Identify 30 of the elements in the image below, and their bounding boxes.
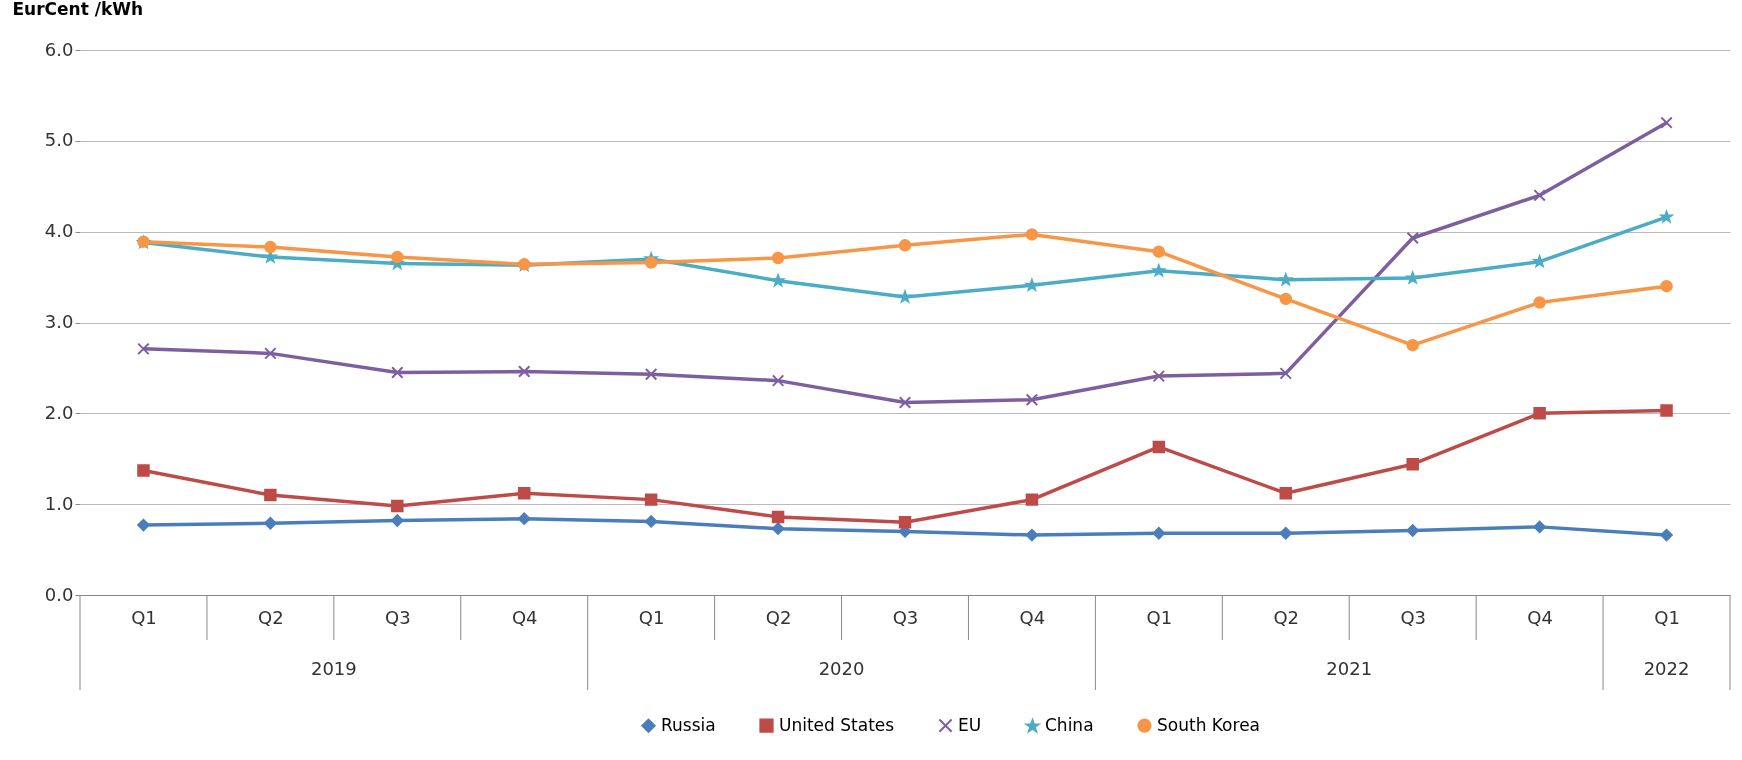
legend-label: EU [958,714,982,735]
x-tick-label: Q3 [385,606,411,628]
legend-label: Russia [661,714,716,735]
x-tick-label: Q4 [1019,606,1046,628]
y-tick-label: 0.0 [44,583,74,605]
x-tick-label: Q1 [131,606,157,628]
legend-label: China [1045,715,1094,736]
y-tick-label: 6.0 [44,38,74,60]
x-tick-label: Q2 [765,606,792,628]
text: 2022 [1643,658,1690,679]
x-tick-label: Q2 [1273,606,1300,628]
x-tick-label: Q1 [1654,606,1680,628]
y-tick-label: 3.0 [44,311,74,332]
y-tick-label: 1.0 [44,492,74,514]
x-tick-label: Q4 [511,606,538,628]
y-tick-label: 2.0 [44,401,74,423]
x-tick-label: Q3 [892,606,919,628]
y-axis-title: EurCent /kWh [12,0,144,19]
legend-label: United States [779,714,895,735]
legend-label: South Korea [1157,714,1261,735]
x-tick-label: Q4 [1527,606,1553,628]
text: 2020 [818,658,865,679]
text: 2021 [1326,658,1373,679]
text: 2019 [310,658,357,679]
x-tick-label: Q1 [1146,606,1173,628]
y-tick-label: 4.0 [44,220,74,242]
x-tick-label: Q1 [638,606,665,628]
x-tick-label: Q2 [258,606,284,628]
y-tick-label: 5.0 [44,129,74,151]
x-tick-label: Q3 [1400,606,1426,628]
